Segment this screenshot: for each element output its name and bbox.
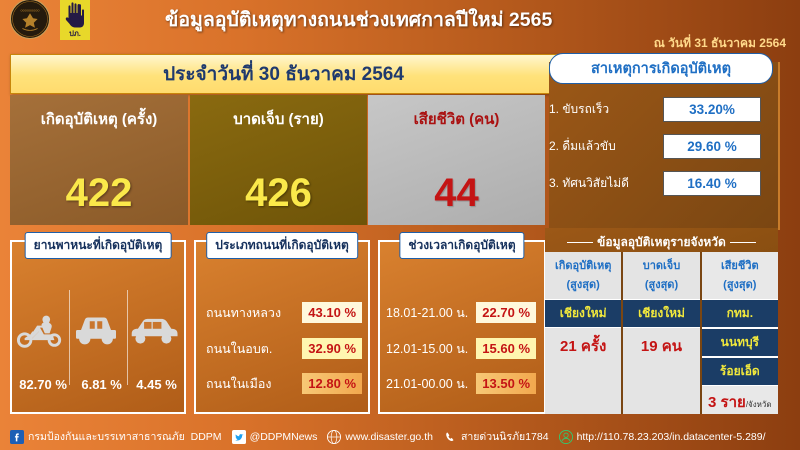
svg-text:ooooooooo: ooooooooo	[20, 8, 39, 12]
svg-text:ปภ.: ปภ.	[69, 29, 81, 38]
